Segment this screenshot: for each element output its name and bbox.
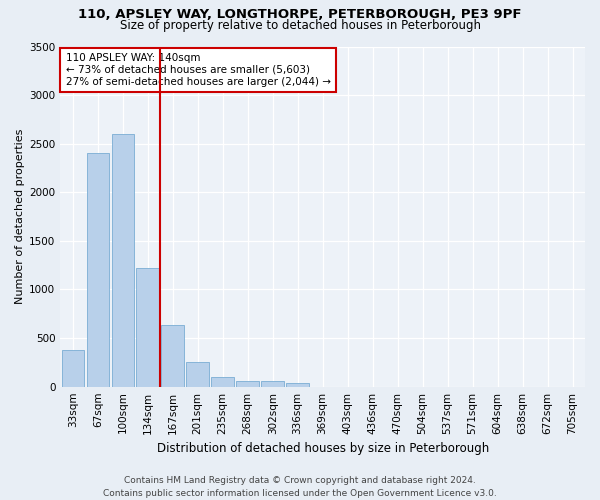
X-axis label: Distribution of detached houses by size in Peterborough: Distribution of detached houses by size … [157,442,489,455]
Bar [187,362,209,386]
Bar [211,377,234,386]
Bar [86,154,109,386]
Bar [62,350,84,387]
Bar [286,384,309,386]
Y-axis label: Number of detached properties: Number of detached properties [15,129,25,304]
Bar [112,134,134,386]
Text: Contains HM Land Registry data © Crown copyright and database right 2024.
Contai: Contains HM Land Registry data © Crown c… [103,476,497,498]
Text: Size of property relative to detached houses in Peterborough: Size of property relative to detached ho… [119,19,481,32]
Bar [161,326,184,386]
Text: 110 APSLEY WAY: 140sqm
← 73% of detached houses are smaller (5,603)
27% of semi-: 110 APSLEY WAY: 140sqm ← 73% of detached… [65,54,331,86]
Text: 110, APSLEY WAY, LONGTHORPE, PETERBOROUGH, PE3 9PF: 110, APSLEY WAY, LONGTHORPE, PETERBOROUG… [78,8,522,21]
Bar [136,268,159,386]
Bar [236,381,259,386]
Bar [262,382,284,386]
